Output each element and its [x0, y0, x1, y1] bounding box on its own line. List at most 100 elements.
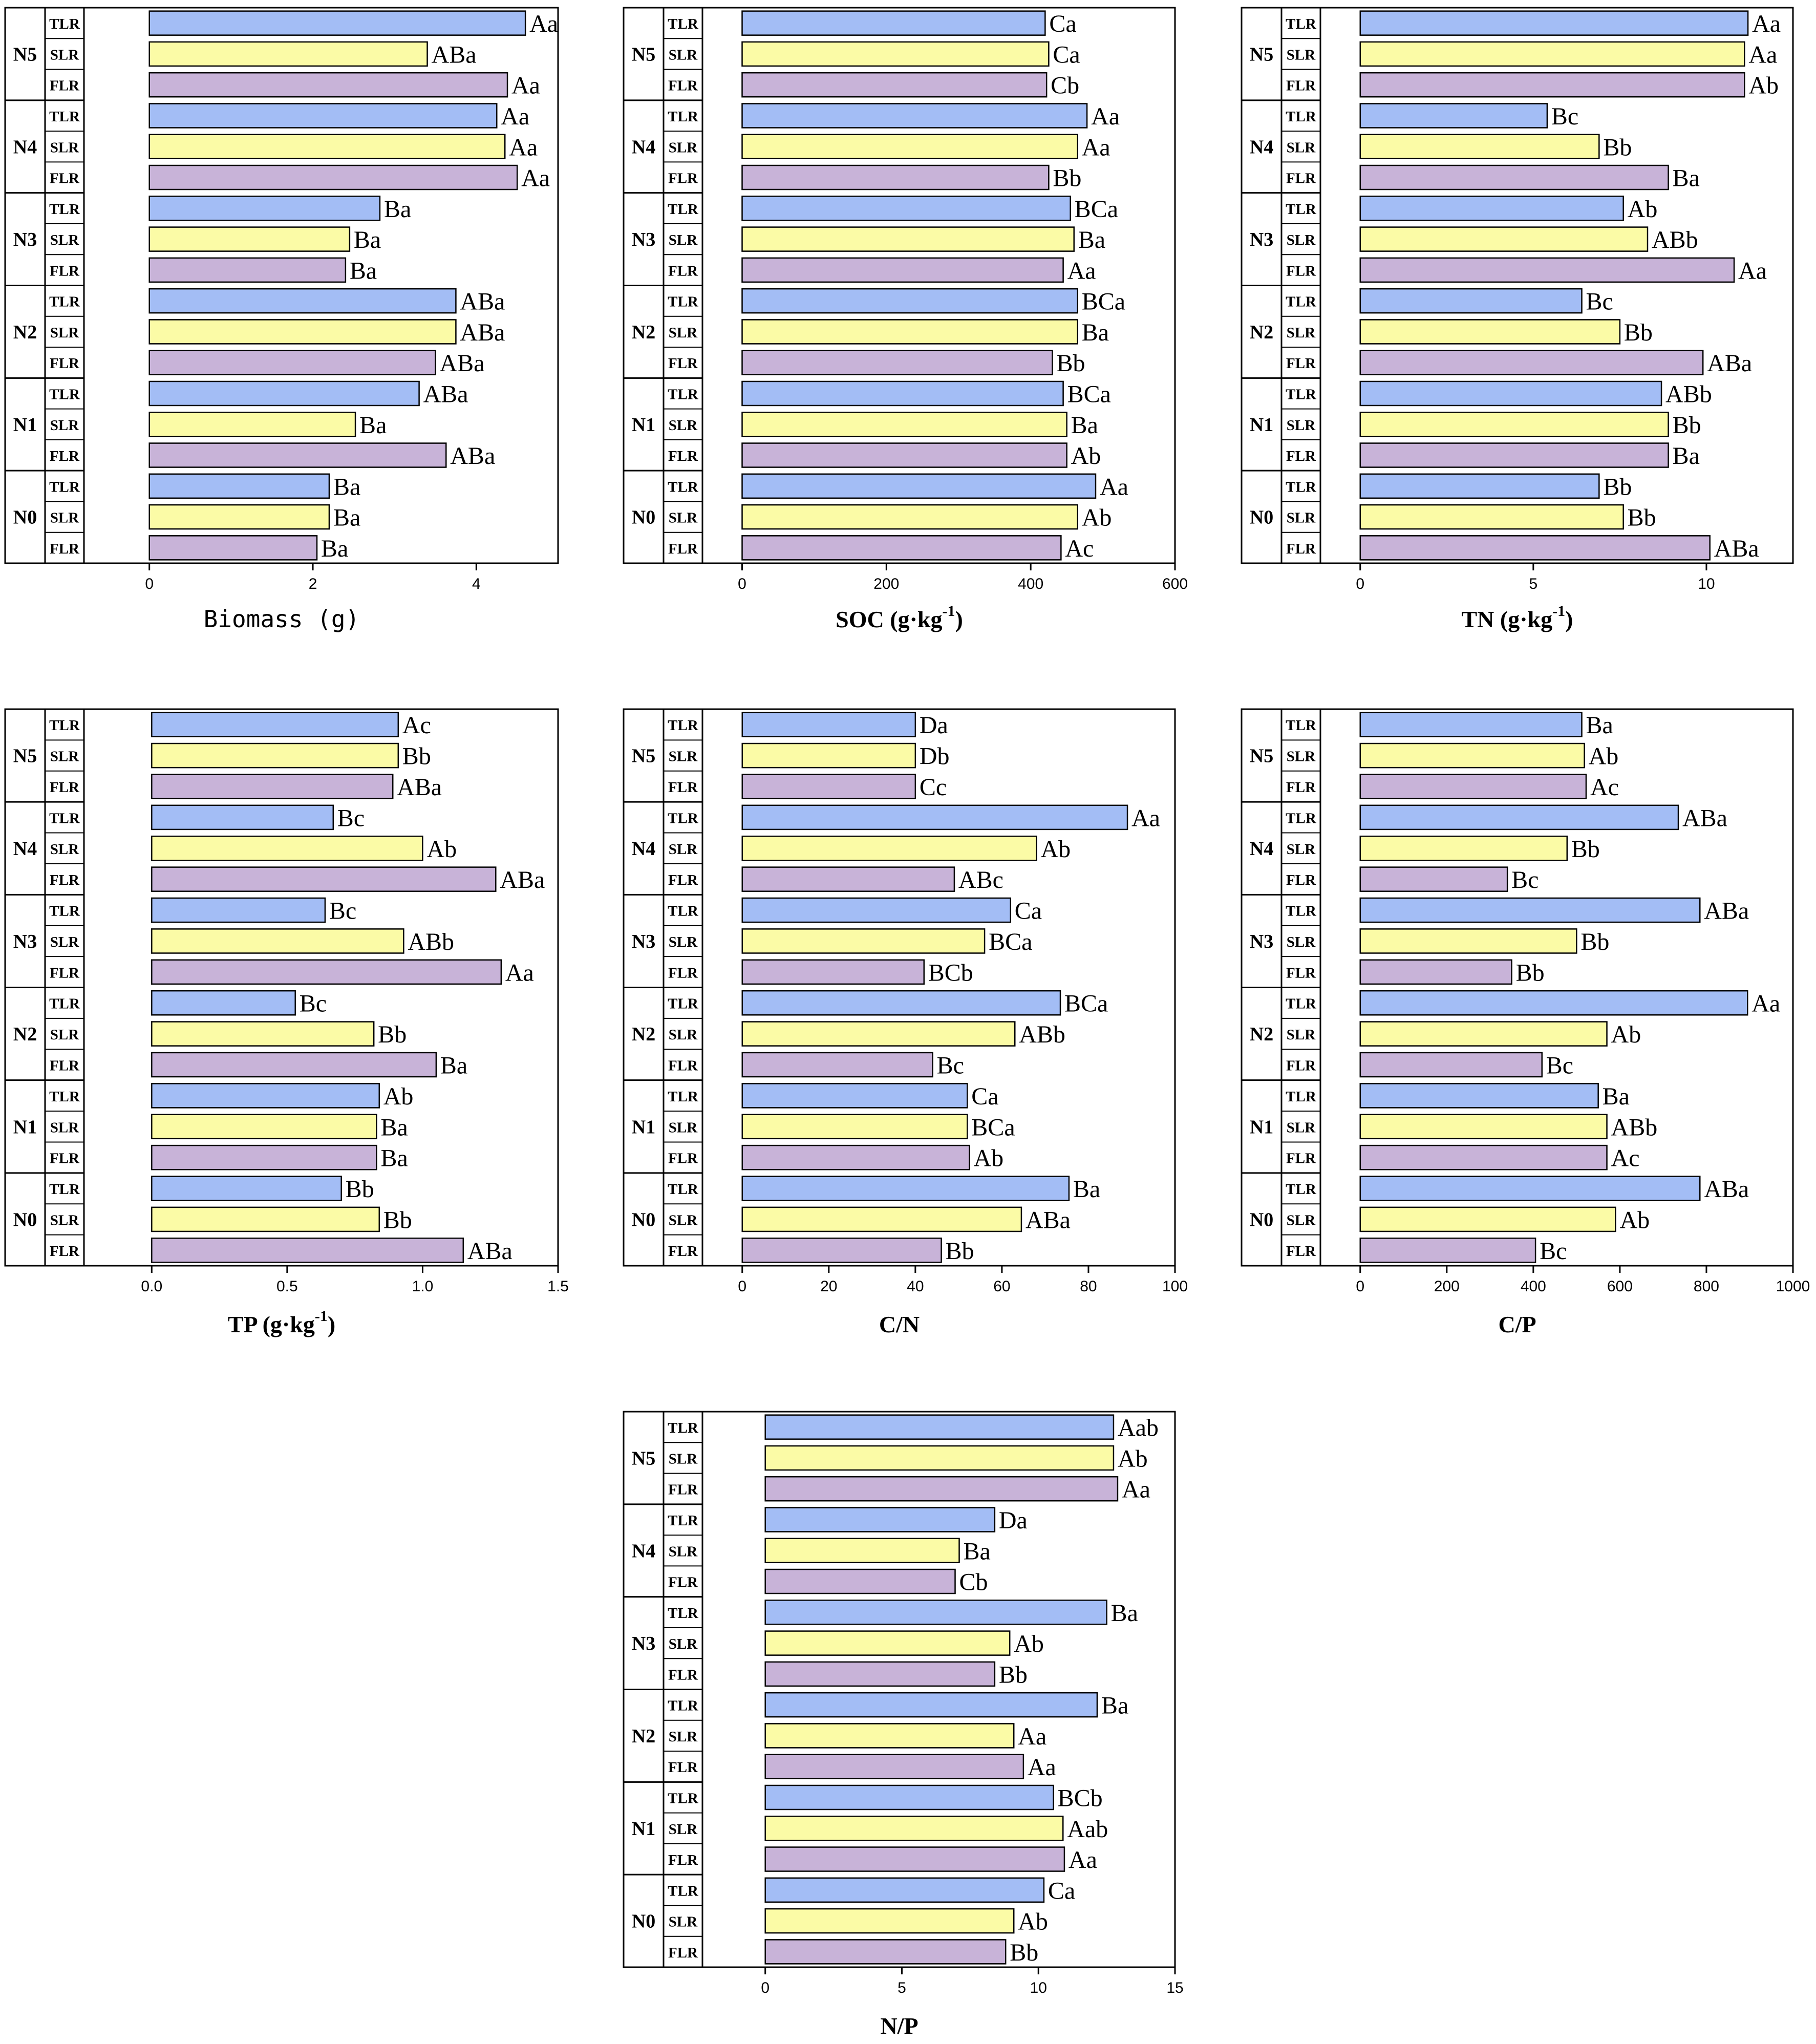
- data-label: Aa: [1131, 804, 1160, 832]
- row-label: SLR: [669, 1821, 698, 1838]
- bar-tlr-n5: [1359, 712, 1583, 737]
- data-label: Aab: [1118, 1414, 1159, 1441]
- group-label: N1: [632, 414, 655, 436]
- bar-flr-n2: [151, 1052, 437, 1078]
- data-label: Ba: [1082, 319, 1109, 346]
- group-label: N4: [632, 1540, 655, 1562]
- row-label: SLR: [50, 934, 79, 950]
- data-label: Aa: [511, 72, 540, 99]
- data-label: Db: [920, 743, 950, 770]
- bar-slr-n0: [764, 1908, 1015, 1934]
- x-tick-label: 0: [761, 1979, 770, 1996]
- bar-slr-n5: [1359, 742, 1585, 769]
- row-label: FLR: [50, 872, 80, 888]
- bar-slr-n2: [741, 1021, 1016, 1047]
- row-label: TLR: [1286, 1181, 1317, 1198]
- group-label: N0: [1250, 507, 1273, 528]
- data-label: Ba: [964, 1538, 991, 1565]
- group-label: N0: [632, 1911, 655, 1932]
- data-label: Ab: [1619, 1206, 1650, 1233]
- row-label: FLR: [50, 1057, 80, 1074]
- data-label: Bb: [1628, 504, 1656, 531]
- bar-slr-n0: [1359, 504, 1624, 530]
- row-label: TLR: [49, 16, 80, 32]
- row-label: FLR: [668, 1482, 698, 1498]
- row-label: TLR: [49, 717, 80, 734]
- bar-flr-n0: [1359, 1238, 1536, 1263]
- row-label: TLR: [1286, 479, 1317, 495]
- bar-flr-n4: [741, 164, 1050, 190]
- x-tick-label: 10: [1030, 1979, 1047, 1996]
- bar-slr-n1: [741, 1114, 968, 1140]
- bar-tlr-n0: [1359, 1176, 1701, 1201]
- bar-tlr-n1: [148, 380, 420, 407]
- data-label: Bc: [1540, 1238, 1567, 1265]
- data-label: Ac: [1590, 774, 1619, 801]
- bar-tlr-n3: [764, 1600, 1107, 1625]
- row-label: SLR: [669, 1914, 698, 1930]
- data-label: Bc: [1546, 1052, 1573, 1079]
- row-label: FLR: [50, 1243, 80, 1260]
- group-label: N4: [1250, 838, 1273, 860]
- row-label: SLR: [50, 139, 79, 156]
- x-tick-label: 0: [738, 576, 746, 592]
- data-label: ABa: [500, 866, 545, 893]
- row-label: SLR: [669, 749, 698, 765]
- bar-slr-n4: [741, 835, 1037, 861]
- data-label: Aa: [1752, 10, 1781, 37]
- data-label: Ba: [1673, 165, 1700, 192]
- row-label: TLR: [668, 1181, 699, 1198]
- row-label: FLR: [50, 779, 80, 796]
- data-label: Ba: [440, 1052, 467, 1079]
- row-label: SLR: [50, 749, 79, 765]
- bar-tlr-n3: [148, 196, 381, 221]
- row-label: SLR: [669, 1636, 698, 1652]
- bar-flr-n0: [741, 535, 1062, 561]
- row-label: SLR: [1287, 1119, 1316, 1136]
- x-tick-label: 400: [1018, 576, 1043, 592]
- bar-flr-n2: [1359, 350, 1704, 375]
- x-tick-label: 40: [907, 1278, 924, 1295]
- data-label: Ab: [1748, 72, 1779, 99]
- bar-flr-n3: [741, 959, 925, 985]
- data-label: BCa: [1064, 990, 1108, 1017]
- bar-slr-n4: [764, 1538, 960, 1564]
- bar-slr-n1: [148, 411, 356, 437]
- bar-flr-n5: [741, 72, 1048, 98]
- row-label: FLR: [668, 1243, 698, 1260]
- row-label: TLR: [1286, 810, 1317, 826]
- x-tick-label: 1.0: [412, 1278, 434, 1295]
- row-label: FLR: [1286, 171, 1316, 187]
- bar-tlr-n2: [741, 288, 1079, 314]
- bar-slr-n3: [1359, 928, 1577, 954]
- chart-panel-np: N5 TLR Aab SLR Ab FLR Aa N4 TLR Da SLR Ba FLR Cb N3 TLR…: [623, 1411, 1184, 2039]
- bar-slr-n1: [151, 1114, 377, 1140]
- data-label: Bb: [383, 1206, 412, 1233]
- data-label: Cc: [920, 774, 947, 801]
- bar-flr-n1: [741, 442, 1067, 468]
- x-tick-label: 5: [898, 1979, 906, 1996]
- data-label: Aa: [1122, 1476, 1150, 1503]
- bar-tlr-n2: [1359, 990, 1748, 1016]
- bar-flr-n2: [1359, 1052, 1543, 1078]
- row-label: TLR: [668, 386, 699, 402]
- data-label: Da: [999, 1507, 1028, 1534]
- x-tick-label: 80: [1080, 1278, 1097, 1295]
- bar-tlr-n1: [151, 1083, 380, 1109]
- row-label: SLR: [1287, 1212, 1316, 1228]
- bar-slr-n3: [1359, 226, 1649, 252]
- row-label: FLR: [1286, 1057, 1316, 1074]
- group-label: N3: [13, 229, 37, 250]
- row-label: FLR: [50, 171, 80, 187]
- row-label: TLR: [49, 996, 80, 1012]
- data-label: Bb: [1053, 165, 1081, 192]
- group-label: N3: [1250, 229, 1273, 250]
- chart-panel-soc: N5 TLR Ca SLR Ca FLR Cb N4 TLR Aa SLR Aa FLR Bb N3 TLR B…: [623, 7, 1188, 632]
- bar-flr-n2: [741, 1052, 933, 1078]
- row-label: FLR: [50, 448, 80, 464]
- x-tick-label: 4: [472, 576, 481, 592]
- bar-slr-n0: [741, 1206, 1022, 1232]
- data-label: Ba: [1673, 442, 1700, 470]
- bar-slr-n0: [151, 1206, 380, 1232]
- bar-flr-n0: [741, 1238, 942, 1263]
